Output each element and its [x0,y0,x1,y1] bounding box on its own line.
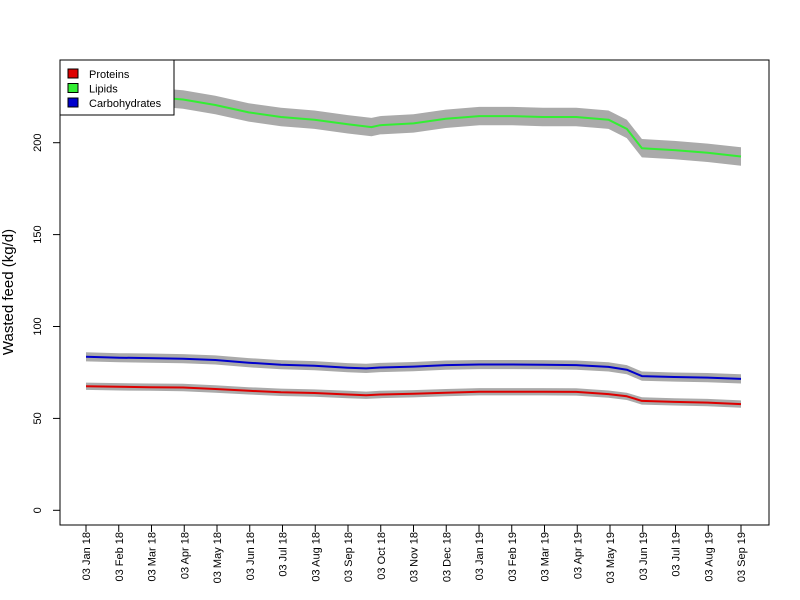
uncertainty-bands [86,84,741,408]
x-tick-label: 03 Jun 19 [638,532,650,580]
y-tick-label: 150 [32,225,44,243]
x-tick-label: 03 Nov 18 [409,532,421,582]
x-tick-label: 03 Jan 18 [81,532,93,580]
x-tick-label: 03 Feb 18 [114,532,126,582]
x-tick-label: 03 Mar 18 [147,532,159,582]
carbohydrates-band [86,352,741,384]
x-tick-label: 03 Jul 19 [671,532,683,577]
y-tick-label: 100 [32,317,44,335]
y-axis: 0 50 100 150 200 [32,134,61,513]
x-tick-label: 03 Jul 18 [278,532,290,577]
carbohydrates-legend-swatch [67,97,79,108]
x-tick-label: 03 Sep 19 [736,532,748,582]
series-lines [85,93,742,406]
lipids-band [86,84,741,166]
legend: Proteins Lipids Carbohydrates [59,59,175,116]
legend-box [59,59,175,116]
x-tick-label: 03 Aug 19 [703,532,715,582]
proteins-band [86,382,741,408]
x-tick-label: 03 Jun 18 [245,532,257,580]
legend-label-lipids: Lipids [89,84,118,96]
x-tick-label: 03 May 19 [605,532,617,583]
x-tick-label: 03 Oct 18 [376,532,388,580]
x-tick-label: 03 Dec 18 [441,532,453,582]
y-tick-label: 200 [32,134,44,152]
proteins-line [85,385,742,406]
legend-label-proteins: Proteins [89,69,130,81]
y-axis-title: Wasted feed (kg/d) [0,229,17,355]
lipids-legend-swatch [67,83,79,93]
proteins-legend-swatch [67,68,79,79]
x-tick-label: 03 Aug 18 [310,532,322,582]
y-tick-label: 50 [32,412,44,424]
x-tick-label: 03 May 18 [212,532,224,583]
x-tick-label: 03 Jan 19 [474,532,486,580]
legend-label-carbohydrates: Carbohydrates [89,98,162,110]
x-axis: 03 Jan 18 03 Feb 18 03 Mar 18 03 Apr 18 03 M… [81,524,748,583]
x-tick-label: 03 Sep 18 [343,532,355,582]
x-tick-label: 03 Feb 19 [507,532,519,582]
y-tick-label: 0 [32,507,44,513]
lipids-line [85,93,742,158]
x-tick-label: 03 Apr 19 [572,532,584,579]
carbohydrates-line [85,355,742,380]
x-tick-label: 03 Mar 19 [540,532,552,582]
x-tick-label: 03 Apr 18 [179,532,191,579]
